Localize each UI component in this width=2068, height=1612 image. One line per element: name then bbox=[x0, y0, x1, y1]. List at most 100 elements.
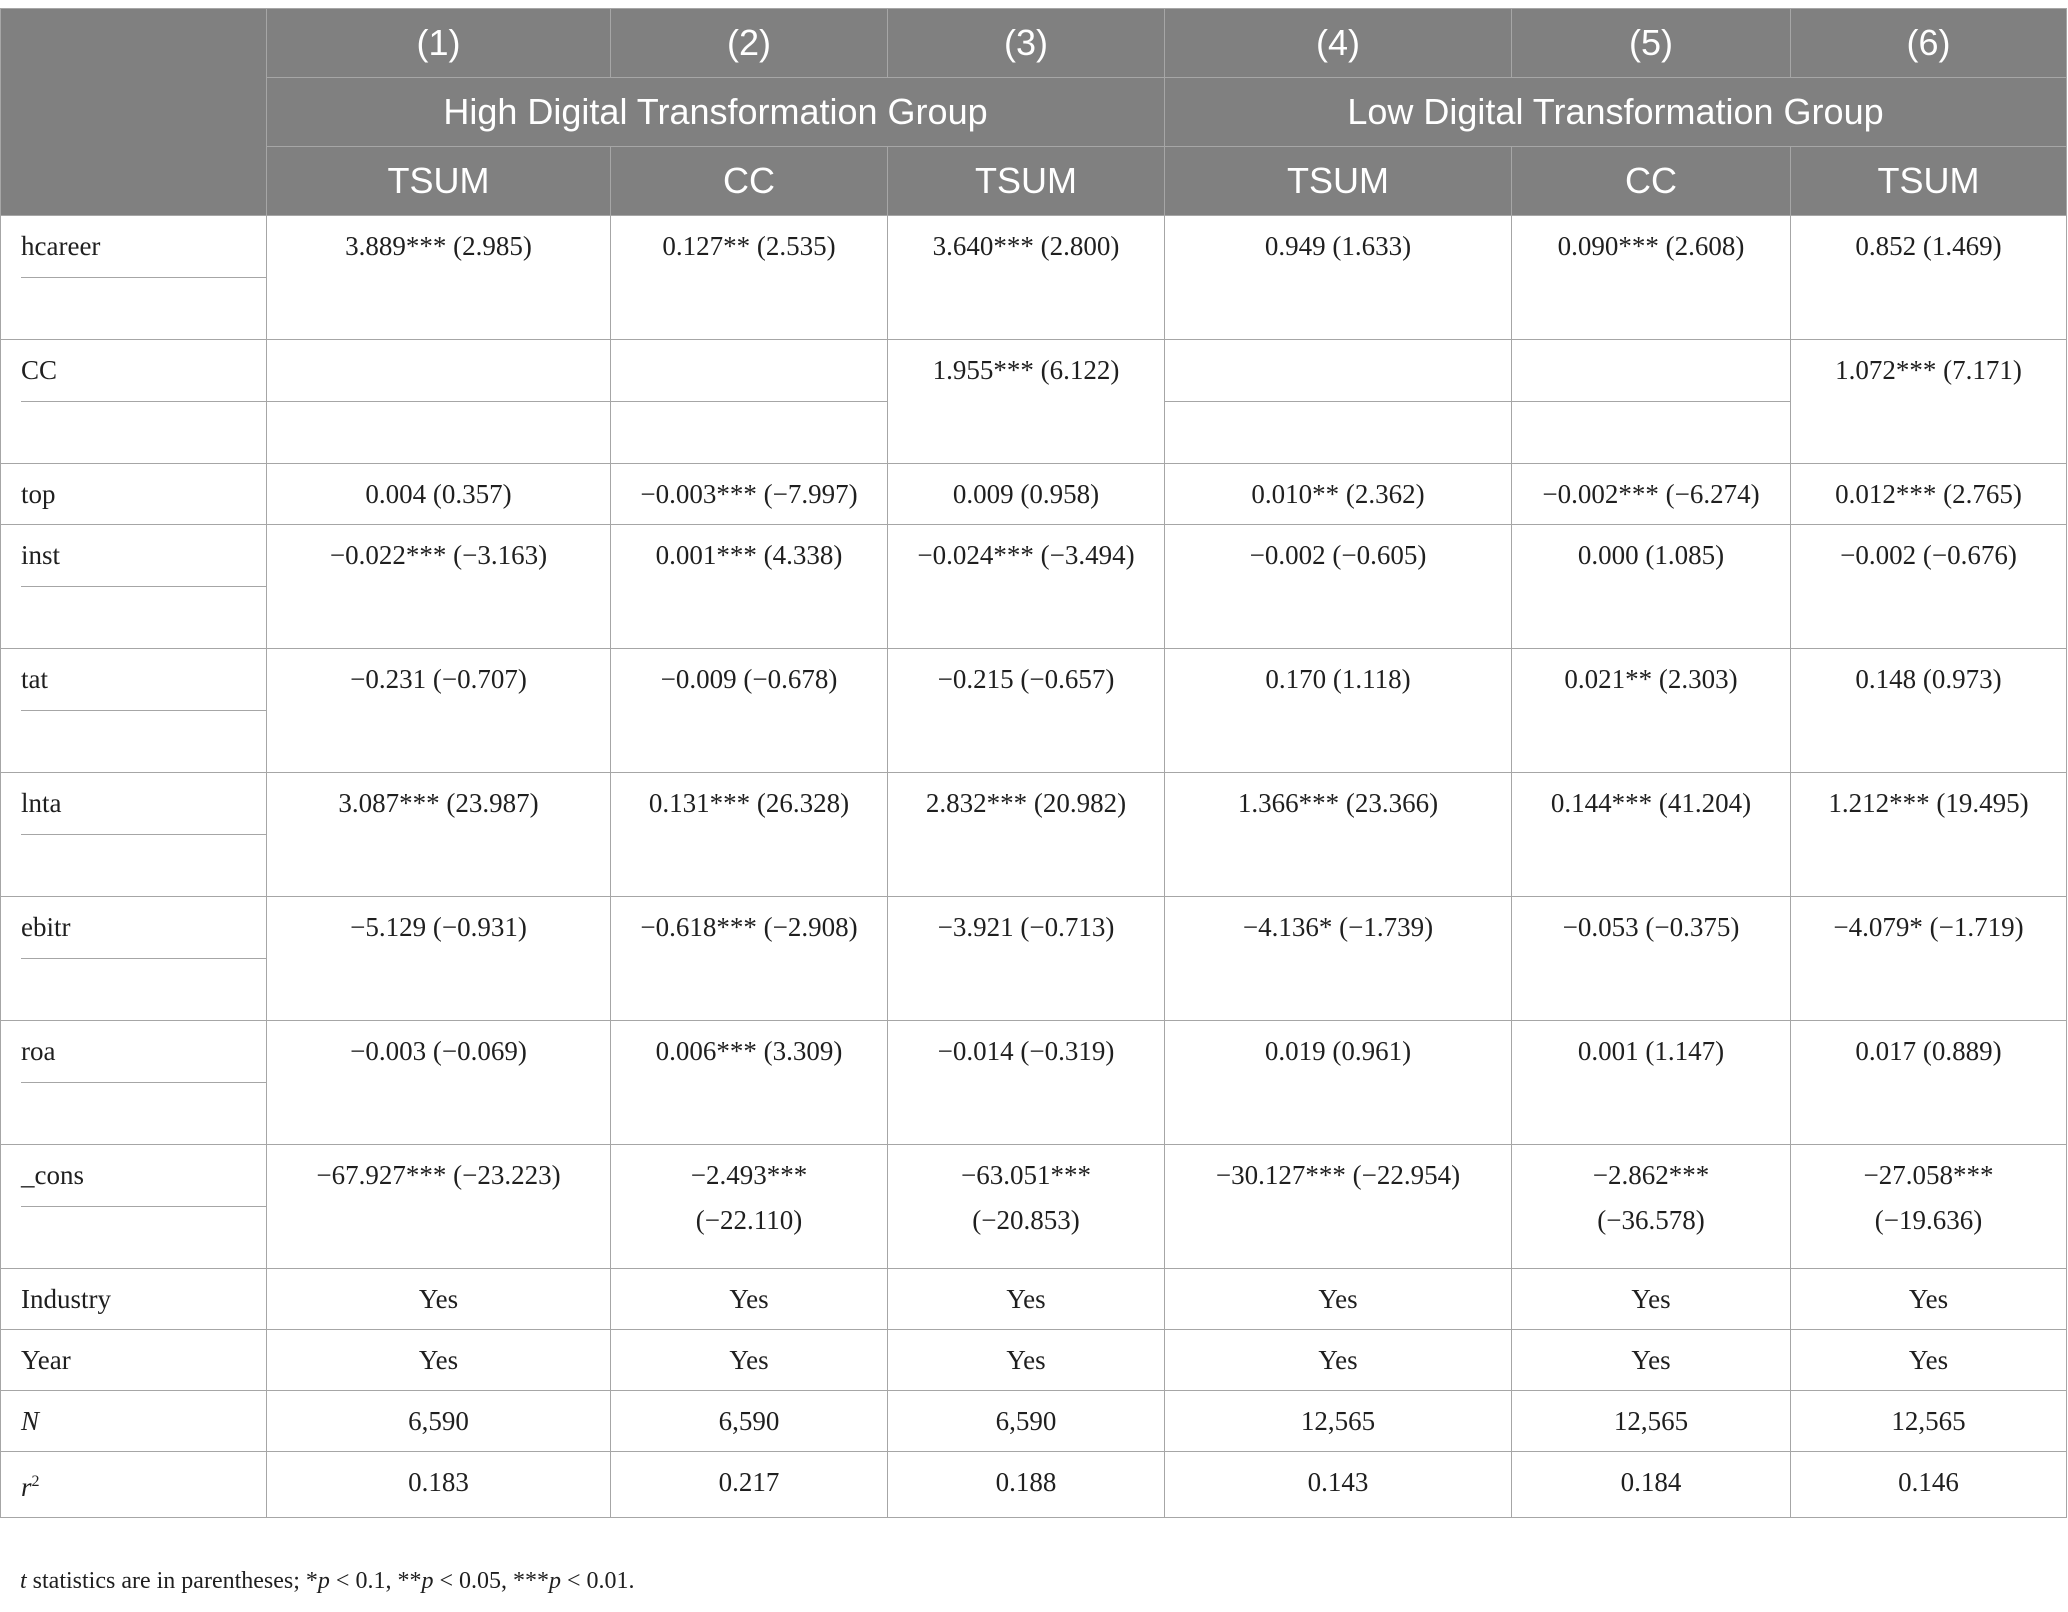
table-cell: −0.022*** (−3.163) bbox=[266, 524, 611, 649]
table-cell: Yes bbox=[1164, 1268, 1512, 1330]
table-cell: 0.001*** (4.338) bbox=[610, 524, 888, 649]
table-cell: Yes bbox=[887, 1329, 1165, 1391]
table-cell: 0.010** (2.362) bbox=[1164, 463, 1512, 525]
table-cell bbox=[610, 339, 888, 464]
table-cell: 6,590 bbox=[266, 1390, 611, 1452]
dep-var-row: TSUM CC TSUM TSUM CC TSUM bbox=[1, 146, 2067, 216]
dep-var: TSUM bbox=[266, 146, 611, 216]
table-cell: −0.618*** (−2.908) bbox=[610, 896, 888, 1021]
row-ebitr: ebitr −5.129 (−0.931) −0.618*** (−2.908)… bbox=[0, 896, 2067, 1021]
col-number: (5) bbox=[1511, 8, 1791, 78]
table-cell: −4.079* (−1.719) bbox=[1790, 896, 2067, 1021]
table-cell: Yes bbox=[1790, 1268, 2067, 1330]
table-cell: 0.170 (1.118) bbox=[1164, 648, 1512, 773]
group-row: High Digital Transformation Group Low Di… bbox=[1, 77, 2067, 147]
table-cell: −0.009 (−0.678) bbox=[610, 648, 888, 773]
table-cell: 3.087*** (23.987) bbox=[266, 772, 611, 897]
row-year: Year Yes Yes Yes Yes Yes Yes bbox=[0, 1329, 2067, 1391]
corner-cell bbox=[0, 8, 267, 216]
table-cell: 0.006*** (3.309) bbox=[610, 1020, 888, 1145]
table-cell: 0.146 bbox=[1790, 1451, 2067, 1518]
table-footnote: t statistics are in parentheses; *p < 0.… bbox=[20, 1568, 635, 1594]
table-cell bbox=[1164, 339, 1512, 464]
table-cell: Yes bbox=[1790, 1329, 2067, 1391]
table-cell: 12,565 bbox=[1790, 1390, 2067, 1452]
table-cell: 0.090*** (2.608) bbox=[1511, 215, 1791, 340]
row-cc: CC 1.955*** (6.122) 1.072*** (7.171) bbox=[0, 339, 2067, 464]
table-cell: −0.024*** (−3.494) bbox=[887, 524, 1165, 649]
table-cell: 0.183 bbox=[266, 1451, 611, 1518]
dep-var: TSUM bbox=[887, 146, 1165, 216]
row-label: top bbox=[0, 463, 267, 525]
table-cell: −0.002*** (−6.274) bbox=[1511, 463, 1791, 525]
table-cell: Yes bbox=[1511, 1268, 1791, 1330]
table-cell: 3.889*** (2.985) bbox=[266, 215, 611, 340]
table-cell: Yes bbox=[266, 1268, 611, 1330]
table-cell: 0.017 (0.889) bbox=[1790, 1020, 2067, 1145]
row-industry: Industry Yes Yes Yes Yes Yes Yes bbox=[0, 1268, 2067, 1330]
table-cell: 0.004 (0.357) bbox=[266, 463, 611, 525]
row-label: inst bbox=[0, 524, 267, 649]
row-lnta: lnta 3.087*** (23.987) 0.131*** (26.328)… bbox=[0, 772, 2067, 897]
dep-var: CC bbox=[1511, 146, 1791, 216]
table-cell: Yes bbox=[266, 1329, 611, 1391]
table-cell: −0.231 (−0.707) bbox=[266, 648, 611, 773]
table-cell: −2.862*** (−36.578) bbox=[1511, 1144, 1791, 1269]
group-header-high: High Digital Transformation Group bbox=[266, 77, 1165, 147]
table-cell: 0.001 (1.147) bbox=[1511, 1020, 1791, 1145]
table-cell: 0.127** (2.535) bbox=[610, 215, 888, 340]
table-cell: −63.051*** (−20.853) bbox=[887, 1144, 1165, 1269]
group-header-low: Low Digital Transformation Group bbox=[1164, 77, 2067, 147]
row-label: r2 bbox=[0, 1451, 267, 1518]
table-cell: −67.927*** (−23.223) bbox=[266, 1144, 611, 1269]
table-cell: −3.921 (−0.713) bbox=[887, 896, 1165, 1021]
table-cell: −0.002 (−0.605) bbox=[1164, 524, 1512, 649]
table-cell: 0.009 (0.958) bbox=[887, 463, 1165, 525]
table-cell: Yes bbox=[1164, 1329, 1512, 1391]
table-cell: −0.053 (−0.375) bbox=[1511, 896, 1791, 1021]
table-cell: Yes bbox=[610, 1268, 888, 1330]
table-cell: 0.131*** (26.328) bbox=[610, 772, 888, 897]
regression-table: (1) (2) (3) (4) (5) (6) High Digital Tra… bbox=[0, 8, 2067, 1518]
row-label: Industry bbox=[0, 1268, 267, 1330]
table-cell: 12,565 bbox=[1164, 1390, 1512, 1452]
table-cell: 0.021** (2.303) bbox=[1511, 648, 1791, 773]
row-label: Year bbox=[0, 1329, 267, 1391]
dep-var: CC bbox=[610, 146, 888, 216]
table-cell: Yes bbox=[1511, 1329, 1791, 1391]
table-cell: 0.852 (1.469) bbox=[1790, 215, 2067, 340]
table-cell: 0.143 bbox=[1164, 1451, 1512, 1518]
table-cell: −5.129 (−0.931) bbox=[266, 896, 611, 1021]
row-top: top 0.004 (0.357) −0.003*** (−7.997) 0.0… bbox=[0, 463, 2067, 525]
table-cell: Yes bbox=[610, 1329, 888, 1391]
table-cell: −30.127*** (−22.954) bbox=[1164, 1144, 1512, 1269]
table-cell: 1.955*** (6.122) bbox=[887, 339, 1165, 464]
row-inst: inst −0.022*** (−3.163) 0.001*** (4.338)… bbox=[0, 524, 2067, 649]
col-number: (2) bbox=[610, 8, 888, 78]
table-cell: 0.148 (0.973) bbox=[1790, 648, 2067, 773]
row-label: N bbox=[0, 1390, 267, 1452]
col-number: (6) bbox=[1790, 8, 2067, 78]
table-cell: 0.144*** (41.204) bbox=[1511, 772, 1791, 897]
table-cell: 0.949 (1.633) bbox=[1164, 215, 1512, 340]
row-hcareer: hcareer 3.889*** (2.985) 0.127** (2.535)… bbox=[0, 215, 2067, 340]
table-cell: 1.072*** (7.171) bbox=[1790, 339, 2067, 464]
table-cell: 12,565 bbox=[1511, 1390, 1791, 1452]
row-label: roa bbox=[0, 1020, 267, 1145]
row-r2: r2 0.183 0.217 0.188 0.143 0.184 0.146 bbox=[0, 1451, 2067, 1518]
col-number: (1) bbox=[266, 8, 611, 78]
dep-var: TSUM bbox=[1790, 146, 2067, 216]
row-tat: tat −0.231 (−0.707) −0.009 (−0.678) −0.2… bbox=[0, 648, 2067, 773]
col-number: (4) bbox=[1164, 8, 1512, 78]
column-number-row: (1) (2) (3) (4) (5) (6) bbox=[0, 8, 2067, 216]
table-cell: 0.184 bbox=[1511, 1451, 1791, 1518]
col-number: (3) bbox=[887, 8, 1165, 78]
row-label: ebitr bbox=[0, 896, 267, 1021]
row-label: _cons bbox=[0, 1144, 267, 1269]
table-cell: −0.003 (−0.069) bbox=[266, 1020, 611, 1145]
table-cell: 3.640*** (2.800) bbox=[887, 215, 1165, 340]
table-cell: 0.217 bbox=[610, 1451, 888, 1518]
table-cell: 0.019 (0.961) bbox=[1164, 1020, 1512, 1145]
table-cell: 0.188 bbox=[887, 1451, 1165, 1518]
table-cell bbox=[1511, 339, 1791, 464]
